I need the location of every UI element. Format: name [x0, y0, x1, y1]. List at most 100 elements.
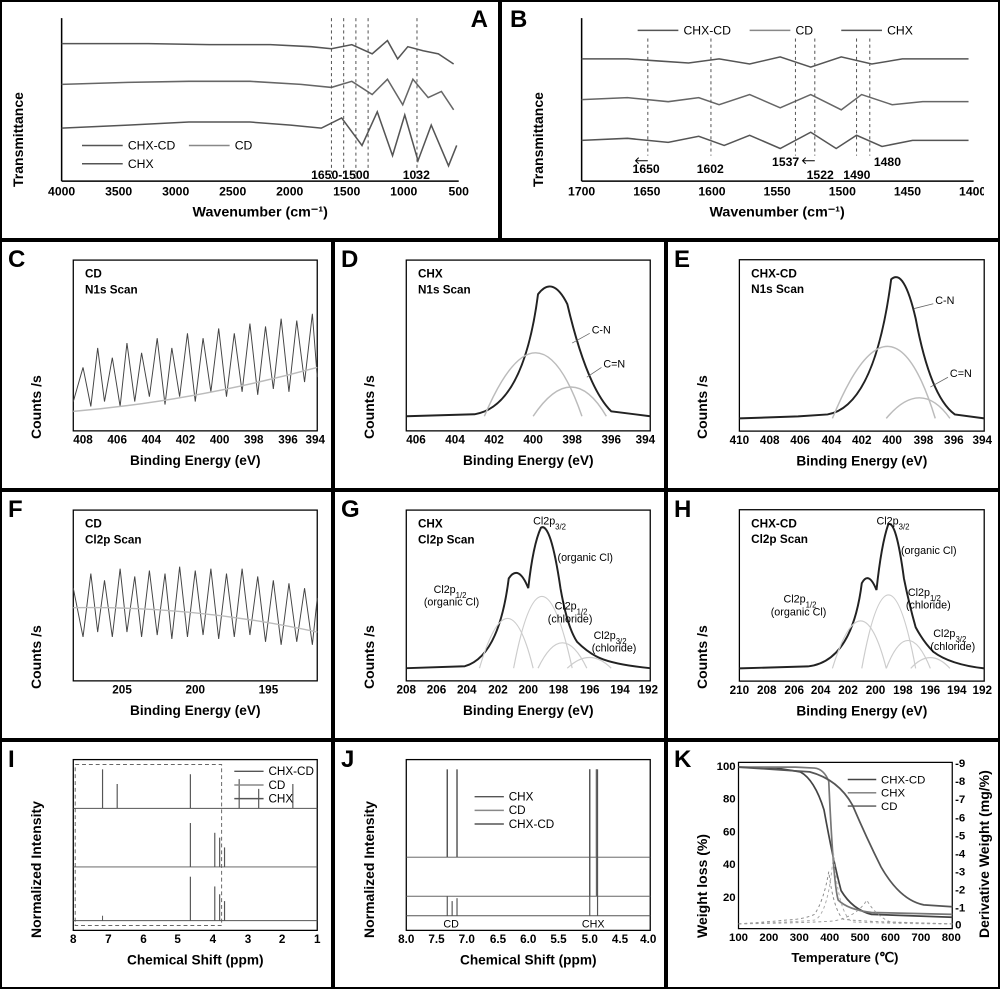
svg-text:(chloride): (chloride) [906, 600, 951, 612]
svg-text:CD: CD [795, 23, 813, 37]
svg-text:210: 210 [730, 684, 750, 697]
svg-text:200: 200 [185, 684, 205, 697]
figure-grid: A Transmittance 400035003000 [0, 0, 1000, 989]
svg-text:1032: 1032 [403, 168, 430, 182]
row-3: F Counts /s CD Cl2p Scan 205200195 Bindi… [0, 490, 1000, 740]
panel-k: K Weight loss (%) 10080604020 -9-8-7 [666, 740, 1000, 989]
svg-text:Cl2p3/2: Cl2p3/2 [533, 516, 566, 532]
svg-text:Binding Energy (eV): Binding Energy (eV) [130, 453, 261, 468]
svg-text:Temperature (℃): Temperature (℃) [791, 950, 898, 965]
svg-text:CD: CD [268, 779, 285, 792]
svg-text:206: 206 [427, 684, 447, 697]
svg-text:205: 205 [112, 684, 132, 697]
svg-text:7: 7 [105, 933, 112, 946]
yaxis2: Derivative Weight (mg/%) [976, 756, 992, 938]
row-1: A Transmittance 400035003000 [0, 0, 1000, 240]
svg-text:206: 206 [784, 684, 804, 697]
svg-text:N1s Scan: N1s Scan [418, 283, 471, 296]
svg-text:396: 396 [944, 434, 964, 447]
svg-text:-1: -1 [955, 903, 966, 915]
svg-text:5.5: 5.5 [550, 933, 567, 946]
svg-text:80: 80 [723, 793, 736, 805]
svg-text:204: 204 [457, 684, 477, 697]
svg-text:100: 100 [729, 932, 748, 944]
svg-text:-8: -8 [955, 776, 965, 788]
svg-text:-9: -9 [955, 758, 965, 770]
svg-text:CD: CD [443, 918, 459, 930]
panel-c: C Counts /s CD N1s Scan 408406404402 400… [0, 240, 333, 490]
yaxis: Counts /s [694, 506, 710, 689]
svg-text:Binding Energy (eV): Binding Energy (eV) [796, 453, 927, 468]
svg-text:398: 398 [914, 434, 934, 447]
chart-svg: CD Cl2p Scan 205200195 Binding Energy (e… [44, 496, 327, 734]
svg-text:CHX: CHX [418, 268, 443, 281]
chart-svg: CHX N1s Scan C-N C=N 406404402 400398396… [377, 246, 660, 484]
y-axis-title: Transmittance [530, 18, 546, 187]
svg-text:398: 398 [562, 434, 582, 447]
svg-text:CHX-CD: CHX-CD [268, 765, 314, 778]
svg-text:C-N: C-N [935, 295, 954, 307]
svg-text:0: 0 [955, 920, 961, 932]
svg-text:Chemical Shift (ppm): Chemical Shift (ppm) [460, 953, 597, 968]
svg-text:400: 400 [523, 434, 543, 447]
svg-text:404: 404 [142, 434, 162, 447]
svg-text:-3: -3 [955, 866, 965, 878]
svg-text:195: 195 [259, 684, 279, 697]
panel-label: F [8, 496, 23, 524]
svg-text:Wavenumber (cm⁻¹): Wavenumber (cm⁻¹) [709, 205, 845, 221]
svg-text:192: 192 [972, 684, 992, 697]
svg-text:7.0: 7.0 [459, 933, 476, 946]
svg-text:(chloride): (chloride) [592, 643, 637, 655]
panel-label: K [674, 746, 691, 774]
svg-text:CHX: CHX [887, 23, 913, 37]
panel-label: C [8, 246, 25, 274]
svg-text:100: 100 [717, 761, 736, 773]
svg-text:1000: 1000 [390, 184, 417, 198]
svg-text:1650-1500: 1650-1500 [311, 168, 370, 182]
svg-text:6: 6 [140, 933, 147, 946]
svg-text:CHX: CHX [881, 788, 905, 800]
yaxis: Counts /s [694, 256, 710, 439]
panel-a: A Transmittance 400035003000 [0, 0, 500, 240]
svg-text:300: 300 [790, 932, 809, 944]
svg-text:Cl2p Scan: Cl2p Scan [418, 533, 475, 546]
y-axis-title: Transmittance [10, 18, 26, 187]
svg-text:1600: 1600 [698, 184, 725, 198]
yaxis: Weight loss (%) [694, 756, 710, 938]
svg-text:406: 406 [406, 434, 426, 447]
svg-text:198: 198 [549, 684, 569, 697]
chart-svg: 10080604020 -9-8-7-6 -5-4-3-2 -10 CHX-CD… [710, 746, 976, 983]
panel-e: E Counts /s CHX-CD N1s Scan C-N C=N 4104… [666, 240, 1000, 490]
panel-label: A [471, 6, 488, 34]
svg-text:N1s Scan: N1s Scan [751, 283, 804, 296]
svg-text:208: 208 [397, 684, 417, 697]
svg-text:196: 196 [921, 684, 941, 697]
svg-text:CHX-CD: CHX-CD [509, 818, 555, 831]
panel-label: J [341, 746, 354, 774]
svg-text:192: 192 [639, 684, 659, 697]
row-4: I Normalized Intensity [0, 740, 1000, 989]
svg-text:402: 402 [484, 434, 504, 447]
svg-text:CHX: CHX [128, 157, 154, 171]
svg-text:CHX-CD: CHX-CD [751, 267, 797, 280]
chart-svg: CHX CD CHX-CD CD CHX 8.07.57.06.5 6.05.5… [377, 746, 660, 983]
svg-text:1700: 1700 [568, 184, 595, 198]
svg-text:400: 400 [210, 434, 230, 447]
svg-text:194: 194 [947, 684, 967, 697]
svg-text:4000: 4000 [48, 184, 75, 198]
svg-text:2: 2 [279, 933, 286, 946]
svg-text:(organic Cl): (organic Cl) [901, 545, 957, 557]
svg-text:1400: 1400 [959, 184, 984, 198]
svg-text:C=N: C=N [950, 368, 972, 380]
svg-text:Cl2p Scan: Cl2p Scan [751, 533, 808, 546]
panel-g: G Counts /s CHX Cl2p Scan Cl2p1/2 (organ… [333, 490, 666, 740]
svg-text:-6: -6 [955, 812, 965, 824]
svg-text:394: 394 [306, 434, 326, 447]
svg-text:CHX: CHX [418, 518, 443, 531]
chart-svg: CHX-CD Cl2p Scan Cl2p1/2 (organic Cl) Cl… [710, 496, 994, 734]
svg-text:406: 406 [790, 434, 810, 447]
svg-text:194: 194 [610, 684, 630, 697]
svg-text:40: 40 [723, 859, 736, 871]
svg-text:5: 5 [174, 933, 181, 946]
svg-text:1650: 1650 [633, 162, 660, 176]
